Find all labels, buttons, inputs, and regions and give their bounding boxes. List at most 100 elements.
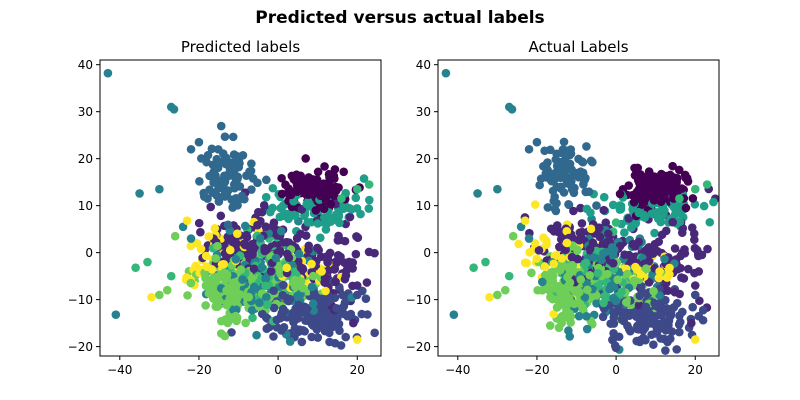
scatter-point-class-3 — [223, 220, 233, 230]
scatter-point-class-7 — [583, 285, 592, 295]
scatter-point-class-2 — [609, 308, 618, 317]
scatter-point-class-8 — [690, 335, 700, 344]
scatter-point-class-1 — [323, 252, 333, 262]
x-tick-label: −40 — [107, 363, 132, 377]
scatter-point-class-1 — [676, 263, 685, 273]
scatter-point-class-1 — [259, 201, 269, 210]
y-tick-label: 20 — [416, 152, 431, 166]
scatter-point-class-3 — [214, 197, 224, 206]
scatter-point-class-8 — [191, 261, 201, 271]
scatter-point-class-7 — [575, 299, 585, 308]
scatter-point-class-7 — [562, 306, 571, 315]
scatter-point-class-5 — [303, 217, 313, 227]
scatter-point-class-7 — [229, 278, 238, 287]
scatter-point-class-8 — [631, 262, 640, 272]
scatter-point-class-3 — [233, 200, 242, 210]
scatter-point-class-3 — [567, 176, 576, 186]
scatter-point-class-7 — [216, 316, 226, 326]
scatter-point-class-0 — [634, 193, 643, 202]
scatter-point-class-5 — [650, 228, 659, 238]
scatter-point-class-7 — [548, 276, 557, 285]
scatter-point-class-1 — [260, 243, 269, 253]
scatter-point-class-1 — [254, 207, 263, 217]
scatter-point-class-4 — [257, 263, 267, 272]
scatter-point-class-8 — [520, 258, 530, 268]
scatter-points-actual — [441, 68, 720, 355]
scatter-point-class-7 — [155, 290, 164, 300]
scatter-point-class-1 — [577, 227, 587, 237]
scatter-point-class-2 — [675, 327, 684, 337]
scatter-point-class-7 — [236, 265, 246, 274]
scatter-point-class-3 — [564, 200, 573, 209]
scatter-point-class-4 — [232, 305, 241, 315]
scatter-point-class-3 — [240, 194, 249, 204]
scatter-point-class-1 — [284, 253, 294, 263]
scatter-point-class-2 — [346, 309, 356, 319]
scatter-point-class-2 — [278, 304, 288, 314]
scatter-point-class-3 — [229, 168, 239, 177]
scatter-point-class-5 — [261, 192, 271, 202]
scatter-point-class-5 — [265, 207, 275, 217]
scatter-point-class-8 — [562, 226, 572, 236]
scatter-point-class-0 — [681, 203, 691, 213]
scatter-point-class-2 — [650, 313, 659, 322]
scatter-point-class-0 — [322, 190, 331, 199]
scatter-point-class-3 — [219, 178, 228, 187]
scatter-point-class-5 — [620, 228, 629, 237]
scatter-point-class-3 — [203, 150, 213, 160]
scatter-point-class-1 — [690, 268, 699, 278]
scatter-point-class-6 — [600, 291, 610, 301]
scatter-point-class-2 — [642, 289, 652, 299]
scatter-point-class-0 — [330, 174, 339, 183]
scatter-point-class-3 — [186, 144, 196, 154]
scatter-point-class-1 — [282, 237, 291, 247]
scatter-point-class-7 — [649, 286, 658, 296]
scatter-point-class-0 — [656, 197, 666, 207]
scatter-point-class-3 — [577, 157, 587, 166]
scatter-point-class-5 — [616, 203, 626, 212]
scatter-point-class-8 — [485, 292, 494, 302]
subplot-title-predicted: Predicted labels — [181, 38, 300, 56]
scatter-point-class-1 — [690, 235, 699, 245]
scatter-point-class-0 — [311, 206, 321, 215]
scatter-point-class-6 — [469, 263, 478, 272]
scatter-point-class-1 — [577, 219, 587, 228]
scatter-point-class-2 — [657, 311, 666, 320]
scatter-point-class-1 — [601, 239, 611, 249]
scatter-point-class-4 — [589, 253, 599, 262]
scatter-point-class-7 — [183, 291, 192, 300]
scatter-point-class-2 — [269, 303, 279, 313]
axes-frame-actual — [437, 59, 720, 357]
scatter-point-class-1 — [647, 247, 657, 257]
scatter-point-class-7 — [547, 268, 556, 277]
y-tick-label: 30 — [416, 105, 431, 119]
scatter-point-class-3 — [556, 182, 566, 192]
scatter-point-class-8 — [147, 292, 156, 302]
scatter-point-class-3 — [220, 192, 230, 201]
scatter-point-class-2 — [688, 302, 697, 312]
scatter-point-class-1 — [292, 234, 302, 243]
scatter-point-class-3 — [550, 192, 559, 202]
scatter-point-class-5 — [675, 217, 685, 227]
scatter-point-class-1 — [620, 250, 629, 260]
scatter-point-class-4 — [611, 296, 621, 306]
scatter-point-class-8 — [192, 238, 202, 248]
scatter-point-class-7 — [211, 254, 220, 263]
scatter-point-class-5 — [321, 225, 331, 234]
scatter-point-class-3 — [222, 153, 231, 163]
scatter-point-class-4 — [255, 298, 264, 308]
scatter-point-class-2 — [262, 324, 272, 333]
scatter-point-class-3 — [555, 158, 564, 167]
scatter-point-class-8 — [662, 273, 672, 282]
scatter-point-class-2 — [662, 304, 672, 313]
scatter-point-class-5 — [599, 192, 609, 202]
scatter-point-class-3 — [230, 183, 239, 193]
scatter-point-class-8 — [232, 229, 242, 238]
scatter-point-class-6 — [337, 194, 346, 203]
scatter-point-class-0 — [323, 183, 332, 193]
scatter-point-class-7 — [201, 301, 210, 310]
scatter-point-class-6 — [364, 180, 374, 189]
scatter-point-class-2 — [635, 337, 645, 347]
scatter-point-class-8 — [636, 270, 646, 279]
scatter-point-class-0 — [277, 189, 287, 199]
